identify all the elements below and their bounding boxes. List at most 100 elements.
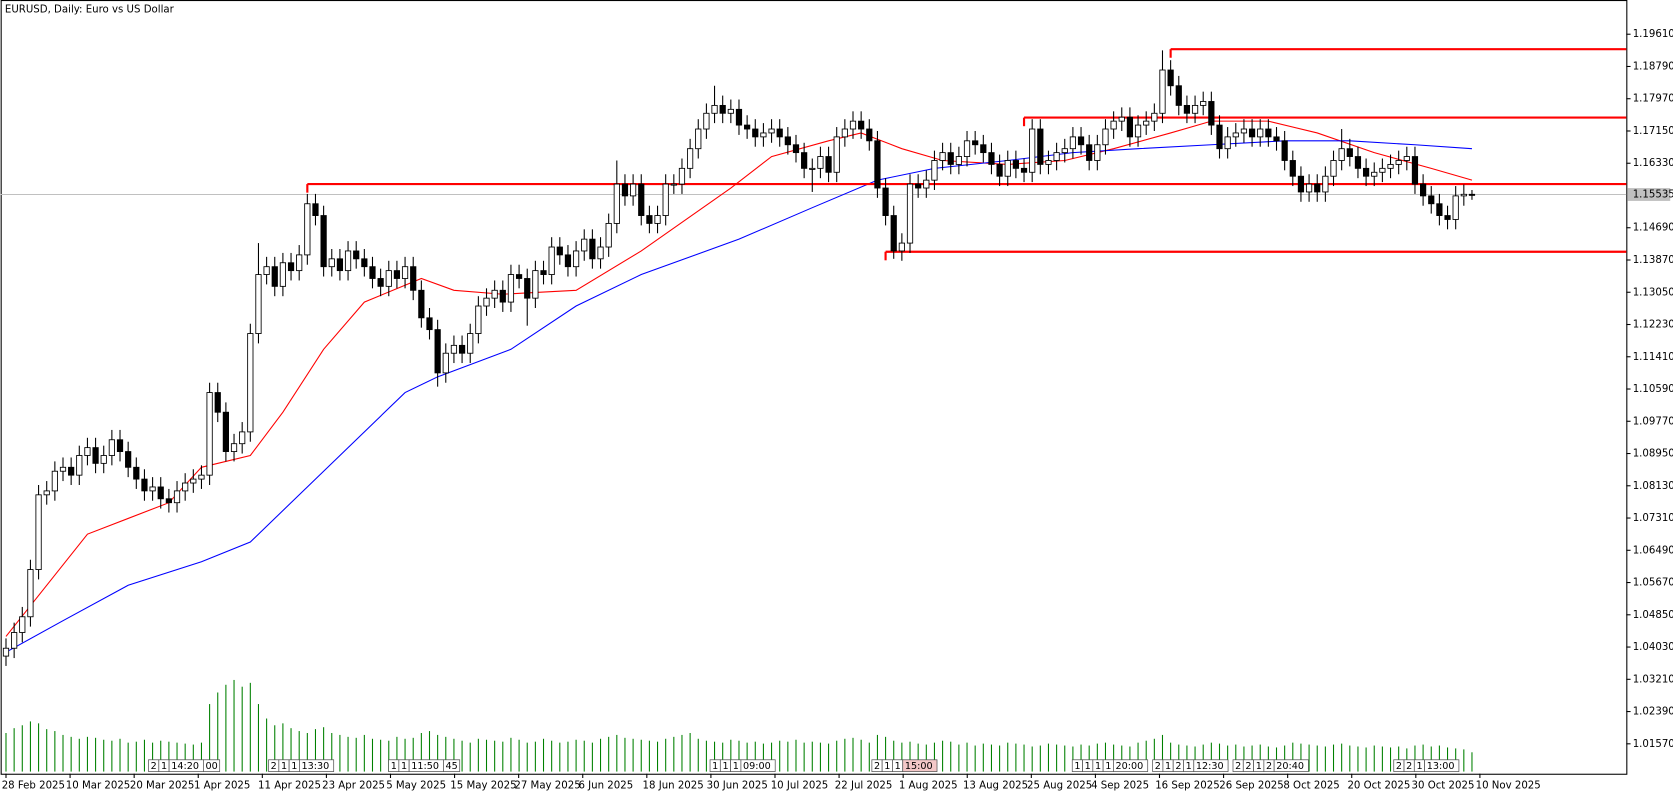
- candle-body: [475, 305, 482, 334]
- candle-body: [1086, 144, 1093, 161]
- event-box: [1424, 759, 1460, 772]
- candle-body: [263, 266, 270, 275]
- y-tick-label: 1.19610: [1633, 29, 1673, 40]
- y-tick-label: 1.06490: [1633, 545, 1673, 556]
- event-label: 12:30: [1196, 761, 1224, 772]
- event-box: [1193, 759, 1229, 772]
- event-label: 1: [391, 761, 397, 772]
- candle-body: [719, 104, 726, 114]
- candle-body: [1444, 215, 1451, 220]
- x-tick-label: 10 Jul 2025: [771, 780, 829, 791]
- moving-average: [5, 120, 1473, 637]
- candle-body: [27, 569, 34, 618]
- last-price-box: [1627, 188, 1671, 201]
- event-label: 2: [1175, 761, 1181, 772]
- event-label: 1: [1416, 761, 1422, 772]
- event-box: [1273, 759, 1309, 772]
- x-tick-label: 6 Jun 2025: [578, 780, 633, 791]
- event-label: 13:00: [1427, 761, 1455, 772]
- x-tick-label: 10 Mar 2025: [66, 780, 131, 791]
- candle-body: [882, 187, 889, 216]
- candle-body: [165, 498, 172, 504]
- event-box: [443, 759, 461, 772]
- event-label: 1: [161, 761, 167, 772]
- candle-body: [572, 250, 580, 268]
- candle-body: [613, 183, 620, 224]
- candle-body: [841, 128, 848, 138]
- x-tick-label: 4 Sep 2025: [1091, 780, 1149, 791]
- candle-body: [393, 270, 401, 279]
- event-label: 13:30: [302, 761, 330, 772]
- y-tick-label: 1.14690: [1633, 223, 1673, 234]
- event-label: 2: [1406, 761, 1412, 772]
- candle-body: [1305, 183, 1313, 193]
- candle-body: [866, 128, 873, 142]
- candle-body: [963, 140, 971, 157]
- candle-body: [11, 632, 18, 649]
- candle-body: [1134, 124, 1142, 138]
- candle-body: [564, 254, 572, 268]
- candle-body: [1167, 69, 1174, 87]
- candle-body: [638, 183, 645, 216]
- event-label: 1: [1186, 761, 1192, 772]
- y-tick-label: 1.05670: [1633, 578, 1673, 589]
- candle-body: [1297, 175, 1305, 193]
- candle-body: [499, 289, 506, 303]
- event-label: 1: [895, 761, 901, 772]
- last-price-label: 1.15535: [1633, 190, 1673, 201]
- candle-body: [182, 482, 189, 492]
- candle-body: [1281, 140, 1288, 161]
- y-tick-label: 1.18790: [1633, 61, 1673, 72]
- candle-body: [532, 270, 539, 299]
- candle-body: [198, 474, 205, 480]
- candle-body: [230, 443, 238, 452]
- candle-body: [1208, 101, 1215, 126]
- event-label: 15:00: [905, 761, 933, 772]
- event-label: 1: [1105, 761, 1111, 772]
- event-label: 1: [1074, 761, 1080, 772]
- x-tick-label: 18 Jun 2025: [643, 780, 704, 791]
- x-tick-label: 13 Aug 2025: [963, 780, 1028, 791]
- candle-body: [1362, 167, 1370, 177]
- x-tick-label: 8 Oct 2025: [1283, 780, 1339, 791]
- candle-body: [858, 120, 865, 130]
- candle-body: [328, 258, 335, 268]
- candle-body: [776, 128, 783, 138]
- candle-body: [1395, 160, 1402, 165]
- event-label: 1: [401, 761, 407, 772]
- candle-body: [515, 274, 523, 279]
- event-label: 20:00: [1116, 761, 1144, 772]
- candle-body: [1143, 120, 1150, 126]
- event-label: 2: [271, 761, 277, 772]
- candle-body: [108, 439, 115, 456]
- event-label: 20:40: [1276, 761, 1304, 772]
- x-tick-label: 27 May 2025: [514, 780, 580, 791]
- candle-body: [2, 647, 10, 657]
- candle-body: [1037, 128, 1044, 165]
- candle-body: [735, 108, 743, 126]
- candle-body: [1004, 160, 1011, 177]
- candle-body: [1346, 148, 1353, 157]
- x-tick-label: 5 May 2025: [386, 780, 446, 791]
- event-label: 2: [1266, 761, 1272, 772]
- candle-body: [1183, 104, 1191, 114]
- event-label: 2: [1245, 761, 1251, 772]
- y-tick-label: 1.04850: [1633, 610, 1673, 621]
- candle-body: [678, 167, 686, 185]
- candle-body: [1094, 144, 1101, 161]
- candle-body: [605, 222, 612, 248]
- candle-body: [1077, 136, 1085, 146]
- candle-body: [1012, 160, 1019, 169]
- x-tick-label: 22 Jul 2025: [835, 780, 893, 791]
- candle-body: [173, 490, 181, 504]
- candle-body: [133, 466, 140, 480]
- event-label: 2: [1235, 761, 1241, 772]
- candle-body: [222, 411, 229, 452]
- candle-body: [296, 254, 303, 272]
- candle-body: [589, 238, 596, 260]
- candle-body: [1102, 128, 1109, 146]
- candle-body: [157, 486, 164, 500]
- candle-body: [68, 466, 75, 476]
- event-label: 45: [446, 761, 458, 772]
- candle-body: [784, 136, 791, 146]
